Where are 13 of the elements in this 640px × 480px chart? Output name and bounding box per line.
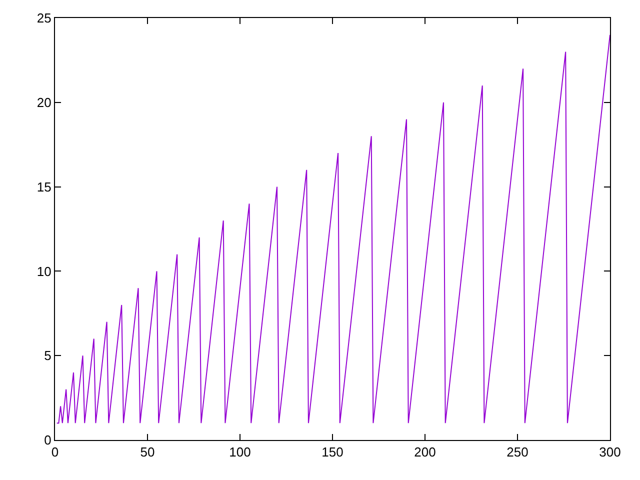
y-tick-label: 10: [36, 264, 52, 279]
x-tick-label: 150: [322, 444, 344, 460]
x-tick-label: 50: [140, 444, 155, 460]
line-series: [56, 34, 610, 424]
x-tick-label: 300: [599, 444, 621, 460]
y-tick-label: 25: [36, 10, 52, 26]
x-tick-label: 200: [414, 444, 436, 460]
x-tick-label: 250: [506, 444, 528, 460]
y-tick-label: 0: [44, 432, 52, 448]
y-tick-label: 5: [44, 348, 52, 364]
y-tick-label: 15: [36, 179, 52, 194]
x-tick-label: 100: [229, 444, 251, 460]
y-tick-label: 20: [36, 94, 52, 110]
